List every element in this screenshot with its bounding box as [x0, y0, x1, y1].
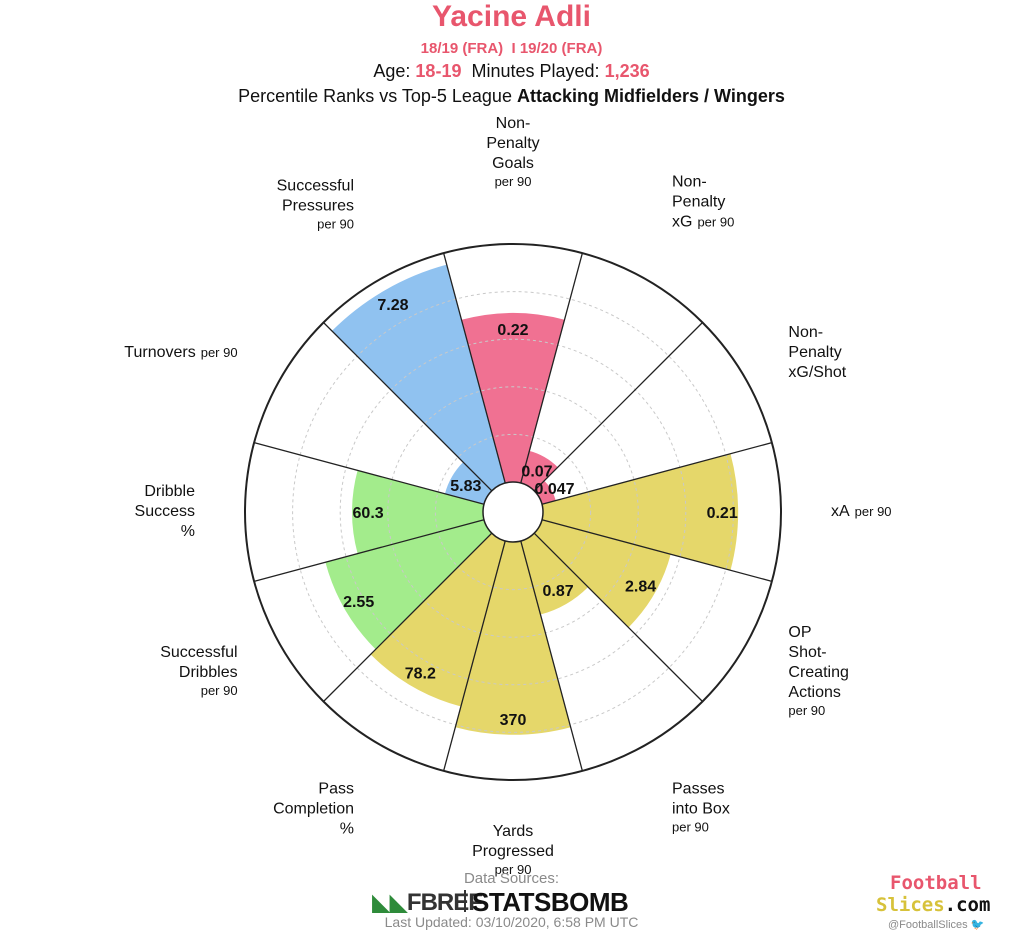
fbref-mark-icon: ◣◣ — [372, 889, 408, 916]
category-label-7: Pass Completion% — [273, 780, 354, 837]
fs-logo-line2: Slices.com — [876, 894, 991, 916]
category-label-3: xA per 90 — [831, 503, 892, 520]
spoke-1 — [520, 252, 583, 484]
segment-bar-6 — [455, 540, 571, 735]
source-logos: ◣◣FBREF STATSBOMB — [372, 887, 652, 917]
grid-circle-1 — [387, 386, 639, 638]
percentile-line: Percentile Ranks vs Top-5 League Attacki… — [0, 86, 1023, 107]
age-value: 18-19 — [415, 61, 462, 81]
category-label-8: Successful Dribbles per 90 — [160, 644, 237, 698]
segment-bar-4 — [534, 519, 671, 628]
value-label-2: 0.047 — [535, 481, 575, 498]
last-updated: Last Updated: 03/10/2020, 6:58 PM UTC — [384, 914, 639, 930]
chart-grid — [244, 243, 782, 781]
segment-bar-10 — [444, 462, 492, 505]
seasons-subtitle: 18/19 (FRA) I 19/20 (FRA) — [420, 40, 603, 57]
outer-ring — [244, 243, 782, 781]
value-label-0: 0.22 — [497, 322, 528, 339]
chart-spokes — [253, 252, 773, 772]
value-label-3: 0.21 — [707, 505, 738, 522]
segment-bar-9 — [352, 470, 485, 554]
segment-bar-2 — [534, 480, 556, 505]
player-name: Yacine Adli — [432, 0, 591, 33]
segment-bar-7 — [370, 533, 506, 707]
segment-bar-5 — [520, 533, 589, 615]
chart-segments — [325, 264, 739, 735]
segment-bar-11 — [331, 264, 506, 491]
value-label-5: 0.87 — [543, 583, 574, 600]
data-sources-label: Data Sources: — [463, 870, 560, 887]
chart-center — [482, 481, 544, 543]
segment-bar-1 — [520, 450, 558, 491]
value-label-8: 2.55 — [343, 594, 374, 611]
spoke-0 — [443, 252, 506, 484]
spoke-6 — [520, 540, 583, 772]
value-label-6: 370 — [500, 712, 527, 729]
age-minutes-line: Age: 18-19 Minutes Played: 1,236 — [0, 61, 1023, 82]
minutes-value: 1,236 — [604, 61, 650, 81]
category-label-1: Non-Penalty xG per 90 — [672, 174, 734, 231]
value-label-11: 7.28 — [377, 297, 408, 314]
value-label-1: 0.07 — [521, 463, 552, 480]
logo-separator — [464, 890, 466, 912]
percentile-group: Attacking Midfielders / Wingers — [516, 86, 785, 106]
fbref-logo: ◣◣FBREF — [372, 889, 483, 916]
category-label-10: Turnovers per 90 — [124, 344, 237, 361]
spoke-7 — [443, 540, 506, 772]
percentile-prefix: Percentile Ranks vs Top-5 League — [238, 86, 512, 106]
spoke-4 — [541, 519, 773, 582]
category-label-4: OP Shot-Creating Actions per 90 — [788, 624, 848, 718]
spoke-11 — [323, 322, 493, 492]
value-label-10: 5.83 — [450, 478, 481, 495]
spoke-3 — [541, 442, 773, 505]
grid-circle-3 — [292, 291, 734, 733]
value-label-9: 60.3 — [353, 505, 384, 522]
statsbomb-logo: STATSBOMB — [472, 887, 629, 917]
minutes-label: Minutes Played: — [471, 61, 600, 81]
grid-circle-0 — [434, 433, 592, 591]
spoke-2 — [533, 322, 703, 492]
category-labels: Non-Penalty Goals per 90 Non-Penalty xG per 9… — [124, 115, 891, 877]
category-label-2: Non-Penalty xG/Shot — [788, 324, 846, 381]
segment-bar-0 — [461, 313, 565, 484]
twitter-bird-icon: 🐦 — [970, 919, 985, 931]
fs-handle: @FootballSlices 🐦 — [888, 919, 985, 931]
value-labels: 0.22 0.070.047 0.21 2.84 0.87 370 78.2 2.55 60.3… — [343, 297, 738, 729]
segment-bar-8 — [325, 519, 492, 650]
category-label-6: Yards Progressed per 90 — [472, 823, 554, 877]
category-label-5: Passes into Box per 90 — [672, 780, 730, 834]
category-label-11: Successful Pressures per 90 — [277, 178, 354, 232]
fs-logo-line1: Football — [890, 872, 982, 894]
segment-bar-3 — [541, 453, 739, 571]
value-label-7: 78.2 — [405, 666, 436, 683]
category-label-9: Dribble Success% — [135, 483, 196, 540]
spoke-8 — [323, 532, 493, 702]
spoke-10 — [253, 442, 485, 505]
spoke-5 — [533, 532, 703, 702]
spoke-9 — [253, 519, 485, 582]
category-label-0: Non-Penalty Goals per 90 — [486, 115, 539, 189]
age-label: Age: — [373, 61, 411, 81]
center-hole — [482, 481, 544, 543]
grid-circle-2 — [339, 338, 687, 686]
value-label-4: 2.84 — [625, 579, 656, 596]
